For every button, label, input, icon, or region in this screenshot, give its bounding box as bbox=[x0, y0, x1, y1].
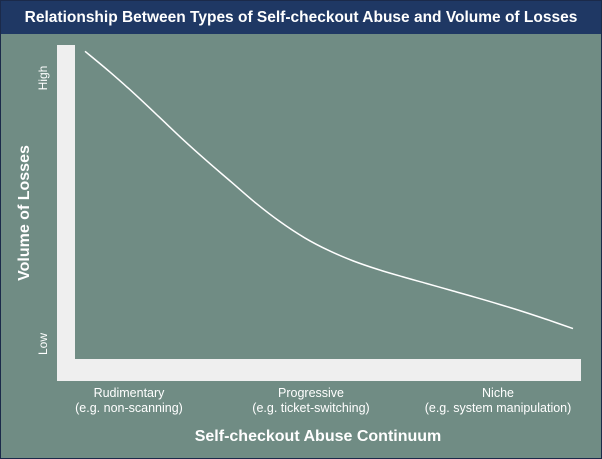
x-category-rudimentary-example: (e.g. non-scanning) bbox=[75, 401, 183, 415]
y-axis-label: Volume of Losses bbox=[16, 145, 33, 281]
y-axis-bar bbox=[57, 45, 75, 381]
y-tick-label-high: High bbox=[36, 66, 50, 91]
x-category-rudimentary: Rudimentary bbox=[94, 386, 166, 400]
x-axis-label: Self-checkout Abuse Continuum bbox=[195, 428, 442, 445]
chart-title: Relationship Between Types of Self-check… bbox=[24, 9, 578, 26]
x-category-niche: Niche bbox=[482, 386, 514, 400]
x-category-niche-example: (e.g. system manipulation) bbox=[425, 401, 572, 415]
x-category-progressive-example: (e.g. ticket-switching) bbox=[252, 401, 369, 415]
x-axis-bar bbox=[75, 359, 581, 381]
x-category-progressive: Progressive bbox=[278, 386, 344, 400]
series-line bbox=[84, 50, 574, 330]
title-bar: Relationship Between Types of Self-check… bbox=[1, 1, 601, 34]
y-tick-label-low: Low bbox=[36, 333, 50, 355]
